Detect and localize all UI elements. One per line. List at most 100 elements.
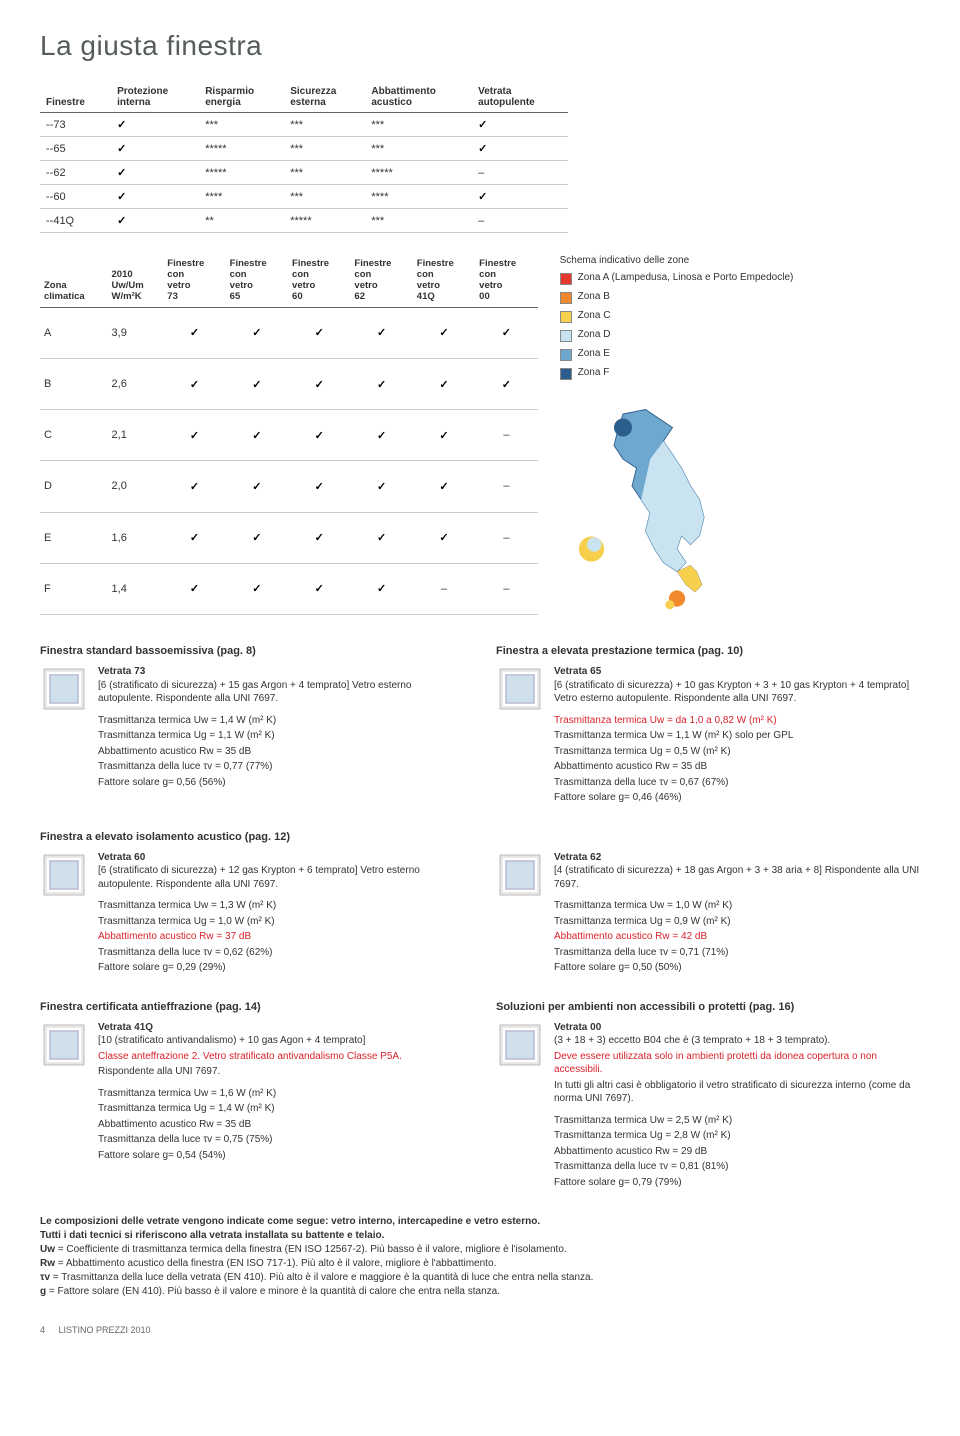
italy-map	[560, 396, 740, 612]
definition: τv = Trasmittanza della luce della vetra…	[40, 1271, 920, 1285]
t2-header: Zonaclimatica	[40, 255, 108, 307]
spec-line: Trasmittanza termica Ug = 2,8 W (m² K)	[554, 1129, 920, 1143]
legend-label: Zona C	[578, 310, 611, 321]
spec-line: Trasmittanza della luce τv = 0,77 (77%)	[98, 760, 464, 774]
vetrata-extra2: Rispondente alla UNI 7697.	[98, 1065, 402, 1079]
cell: ***	[365, 113, 472, 137]
definition: Rw = Abbattimento acustico della finestr…	[40, 1257, 920, 1271]
definition: Uw = Coefficiente di trasmittanza termic…	[40, 1243, 920, 1257]
spec-line: Trasmittanza termica Uw = 1,1 W (m² K) s…	[554, 729, 920, 743]
vetrata-name: Vetrata 60	[98, 851, 464, 865]
section-heading: Finestra standard bassoemissiva (pag. 8)	[40, 645, 464, 657]
vetrata-card: Soluzioni per ambienti non accessibili o…	[496, 1001, 920, 1192]
table-row: --60***********	[40, 185, 568, 209]
cell	[350, 461, 412, 512]
t2-header: Finestreconvetro41Q	[413, 255, 475, 307]
table-row: B2,6	[40, 358, 538, 409]
t2-body: A3,9B2,6C2,1–D2,0–E1,6–F1,4––	[40, 307, 538, 614]
card-text: Vetrata 65[6 (stratificato di sicurezza)…	[554, 665, 920, 807]
legend-item: Zona C	[560, 310, 920, 323]
spec-line: Trasmittanza termica Ug = 1,4 W (m² K)	[98, 1102, 402, 1116]
spec-line: Trasmittanza della luce τv = 0,67 (67%)	[554, 776, 920, 790]
vetrata-card: Finestra a elevata prestazione termica (…	[496, 645, 920, 807]
vetrata-name: Vetrata 41Q	[98, 1021, 402, 1035]
cell	[226, 512, 288, 563]
spec-line: Trasmittanza termica Uw = 1,0 W (m² K)	[554, 899, 920, 913]
page-footer: 4 LISTINO PREZZI 2010	[40, 1325, 920, 1335]
t1-header: Protezioneinterna	[111, 82, 199, 113]
t1-header: Abbattimentoacustico	[365, 82, 472, 113]
row-name: --60	[40, 185, 111, 209]
vetrata-extra: Classe anteffrazione 2. Vetro stratifica…	[98, 1050, 402, 1064]
cell: ***	[284, 137, 365, 161]
spec-line: Trasmittanza della luce τv = 0,81 (81%)	[554, 1160, 920, 1174]
cell: –	[472, 161, 568, 185]
vetrata-desc: [6 (stratificato di sicurezza) + 12 gas …	[98, 864, 464, 891]
cell: ***	[199, 113, 284, 137]
t1-body: --73*********--65***********--62********…	[40, 113, 568, 233]
cell	[226, 461, 288, 512]
cell: **	[199, 209, 284, 233]
cell	[475, 358, 537, 409]
zone: D	[40, 461, 108, 512]
zone: E	[40, 512, 108, 563]
spec-line: Abbattimento acustico Rw = 29 dB	[554, 1145, 920, 1159]
legend-label: Zona A (Lampedusa, Linosa e Porto Empedo…	[578, 272, 794, 283]
window-icon	[496, 665, 544, 713]
cell: ***	[284, 113, 365, 137]
spec-line: Abbattimento acustico Rw = 35 dB	[554, 760, 920, 774]
value: 2,6	[108, 358, 164, 409]
vetrata-name: Vetrata 62	[554, 851, 920, 865]
spec-line: Trasmittanza termica Uw = 1,6 W (m² K)	[98, 1087, 402, 1101]
spec-line: Trasmittanza termica Uw = 1,4 W (m² K)	[98, 714, 464, 728]
legend-item: Zona D	[560, 329, 920, 342]
row-name: --65	[40, 137, 111, 161]
t1-header: Vetrataautopulente	[472, 82, 568, 113]
note-line-1: Le composizioni delle vetrate vengono in…	[40, 1215, 920, 1229]
cell: ***	[284, 185, 365, 209]
row-name: --62	[40, 161, 111, 185]
t1-head: FinestreProtezioneinternaRisparmioenergi…	[40, 82, 568, 113]
legend-label: Zona B	[578, 291, 610, 302]
swatch	[560, 349, 572, 361]
section-heading: Finestra a elevata prestazione termica (…	[496, 645, 920, 657]
vetrata-desc: [6 (stratificato di sicurezza) + 10 gas …	[554, 679, 920, 706]
t1-header: Sicurezzaesterna	[284, 82, 365, 113]
legend-item: Zona E	[560, 348, 920, 361]
t1-header: Finestre	[40, 82, 111, 113]
vetrata-name: Vetrata 00	[554, 1021, 920, 1035]
section-heading: Soluzioni per ambienti non accessibili o…	[496, 1001, 920, 1013]
spec-line: Trasmittanza della luce τv = 0,75 (75%)	[98, 1133, 402, 1147]
legend-item: Zona B	[560, 291, 920, 304]
table-row: --41Q**********–	[40, 209, 568, 233]
cell	[288, 307, 350, 358]
cell	[413, 307, 475, 358]
cell	[350, 410, 412, 461]
table-row: --73*********	[40, 113, 568, 137]
cell	[413, 358, 475, 409]
spec-line: Trasmittanza termica Uw = 1,3 W (m² K)	[98, 899, 464, 913]
vetrata-desc: [10 (stratificato antivandalismo) + 10 g…	[98, 1034, 402, 1048]
legend-label: Zona D	[578, 329, 611, 340]
cell	[226, 563, 288, 614]
section-heading	[496, 831, 920, 843]
swatch	[560, 273, 572, 285]
t2-header: Finestreconvetro62	[350, 255, 412, 307]
spec-line: Trasmittanza termica Ug = 0,9 W (m² K)	[554, 915, 920, 929]
spec-line: Trasmittanza termica Uw = 2,5 W (m² K)	[554, 1114, 920, 1128]
cell	[350, 358, 412, 409]
legend-label: Zona E	[578, 348, 610, 359]
cell	[475, 307, 537, 358]
t2-header: 2010Uw/UmW/m²K	[108, 255, 164, 307]
t2-header: Finestreconvetro65	[226, 255, 288, 307]
cell	[288, 461, 350, 512]
spec-line: Trasmittanza della luce τv = 0,71 (71%)	[554, 946, 920, 960]
value: 1,4	[108, 563, 164, 614]
footer-label: LISTINO PREZZI 2010	[59, 1325, 151, 1335]
cell	[350, 563, 412, 614]
value: 2,0	[108, 461, 164, 512]
window-icon	[40, 1021, 88, 1069]
cell: ****	[365, 185, 472, 209]
card-text: Vetrata 41Q[10 (stratificato antivandali…	[98, 1021, 402, 1165]
swatch	[560, 311, 572, 323]
